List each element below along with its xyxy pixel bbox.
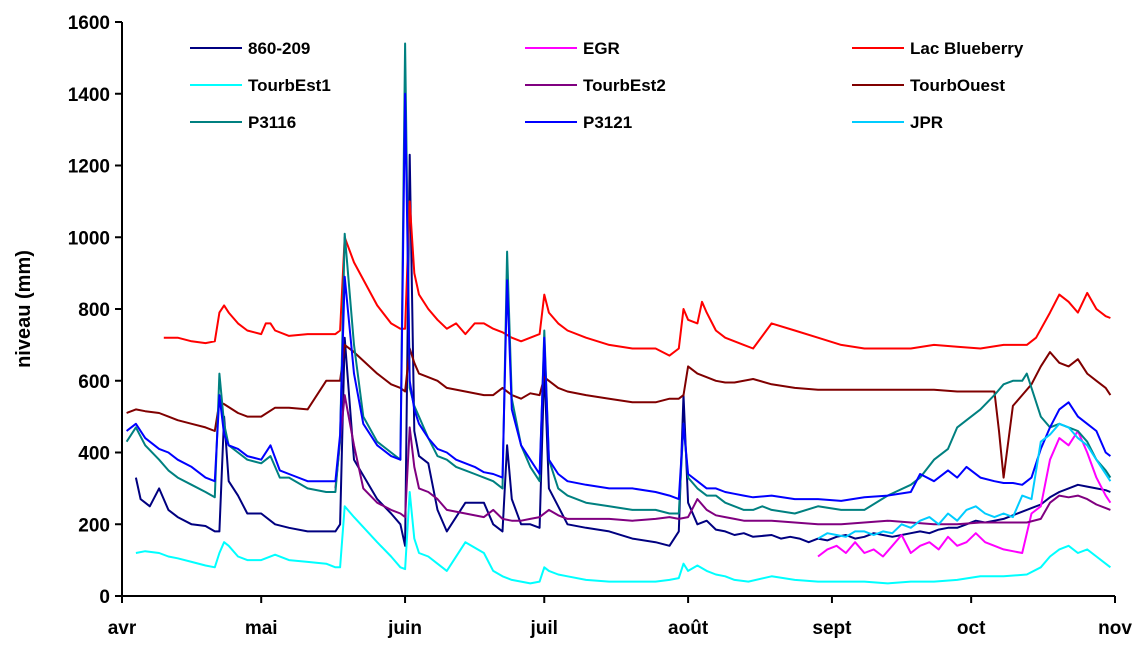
series-line-jpr	[817, 422, 1112, 540]
legend-label: P3121	[583, 113, 632, 132]
legend-label: TourbEst2	[583, 76, 666, 95]
x-tick-label: avr	[108, 618, 137, 639]
legend-label: Lac Blueberry	[910, 39, 1024, 58]
x-tick-label: août	[668, 618, 709, 639]
series-line-tourbest1	[135, 491, 1112, 585]
legend-label: TourbEst1	[248, 76, 331, 95]
y-tick-label: 200	[78, 515, 110, 536]
y-axis-title: niveau (mm)	[13, 250, 35, 368]
legend-label: JPR	[910, 113, 943, 132]
legend-label: 860-209	[248, 39, 310, 58]
series-line-egr	[817, 430, 1112, 558]
y-tick-label: 0	[99, 587, 110, 608]
series-line-lac-blueberry	[163, 200, 1111, 357]
y-tick-label: 1400	[68, 85, 110, 106]
y-tick-label: 1200	[68, 157, 110, 178]
y-tick-label: 1000	[68, 228, 110, 249]
y-tick-label: 600	[78, 372, 110, 393]
y-ticks: 0 200 400 600 800 1000 1200 1400 1600	[68, 13, 122, 608]
legend: 860-209 EGR Lac Blueberry TourbEst1 TourbEst…	[190, 39, 1024, 132]
x-tick-label: juin	[387, 618, 422, 639]
series-line-860-209	[134, 153, 1111, 547]
y-tick-label: 1600	[68, 13, 110, 34]
x-tick-label: juil	[530, 618, 558, 639]
series-line-tourbouest	[126, 343, 1112, 479]
y-tick-label: 800	[78, 300, 110, 321]
legend-label: EGR	[583, 39, 620, 58]
legend-label: P3116	[248, 113, 296, 132]
y-tick-label: 400	[78, 444, 110, 465]
x-tick-label: mai	[245, 618, 278, 639]
legend-label: TourbOuest	[910, 76, 1005, 95]
series-layer	[125, 42, 1112, 585]
x-ticks: avr mai juin juil août sept oct nov	[108, 596, 1132, 639]
series-line-tourbest2	[334, 394, 1111, 526]
x-tick-label: sept	[812, 618, 852, 639]
x-tick-label: oct	[957, 618, 986, 639]
x-tick-label: nov	[1098, 618, 1132, 639]
series-line-p3121	[125, 92, 1112, 502]
